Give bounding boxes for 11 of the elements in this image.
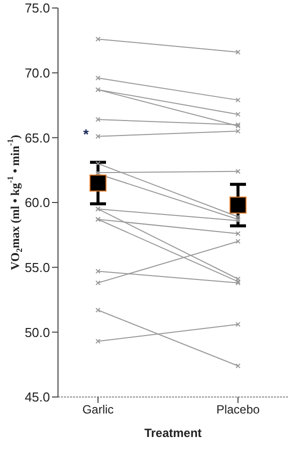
x-tick-label: Garlic [82, 402, 114, 417]
y-tick-label: 65.0 [24, 130, 50, 146]
y-tick-label: 50.0 [24, 324, 50, 340]
y-tick-label: 60.0 [24, 195, 50, 210]
annotation: * [83, 126, 90, 142]
y-tick-label: 55.0 [24, 260, 50, 275]
y-tick-label: 45.0 [24, 390, 50, 405]
x-axis-title: Treatment [144, 426, 202, 440]
x-tick-label: Placebo [216, 402, 260, 417]
y-tick-label: 70.0 [24, 65, 50, 80]
y-tick-label: 75.0 [24, 0, 50, 16]
